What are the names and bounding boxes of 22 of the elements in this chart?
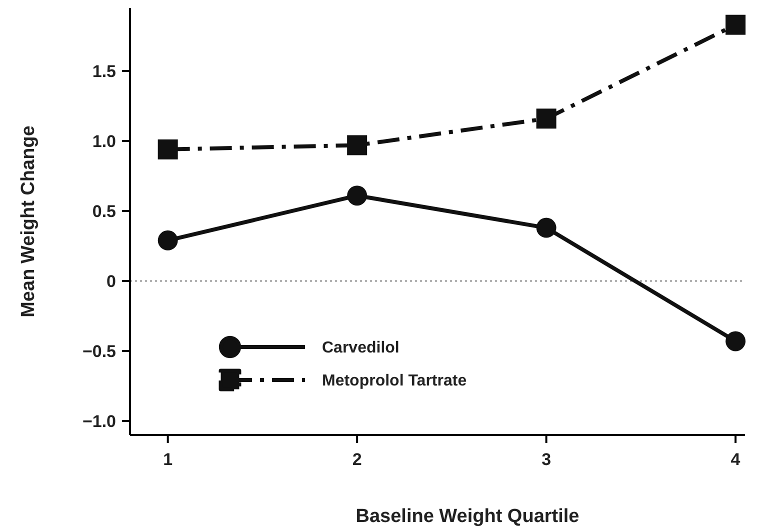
x-tick-label: 3 <box>542 450 552 469</box>
y-tick-label: −1.0 <box>82 412 116 431</box>
point <box>347 135 368 156</box>
y-tick-label: −0.5 <box>82 342 116 361</box>
y-tick-label: 0.5 <box>92 202 116 221</box>
point <box>726 14 746 35</box>
y-tick-label: 1.0 <box>92 132 116 151</box>
point <box>158 139 178 160</box>
x-tick-label: 1 <box>163 450 173 469</box>
x-axis-title: Baseline Weight Quartile <box>356 506 580 527</box>
x-tick-label: 2 <box>352 450 362 469</box>
y-tick-label: 0 <box>106 272 116 291</box>
x-tick-label: 4 <box>730 450 741 469</box>
point <box>536 108 556 129</box>
point <box>347 186 368 206</box>
y-axis-title: Mean Weight Change <box>18 126 39 318</box>
point <box>536 218 556 238</box>
legend-label: Metoprolol Tartrate <box>322 372 467 390</box>
legend-label: Carvedilol <box>322 340 400 357</box>
point <box>726 331 746 352</box>
y-tick-label: 1.5 <box>92 62 116 81</box>
point <box>158 230 178 250</box>
